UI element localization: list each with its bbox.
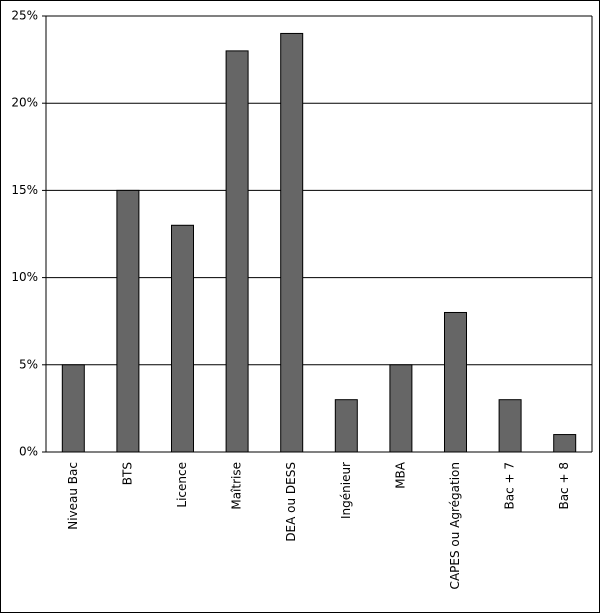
- bar: [280, 32, 304, 453]
- x-tick-label: BTS: [120, 462, 134, 485]
- x-tick-label: Bac + 8: [557, 462, 571, 510]
- x-tick-label: Niveau Bac: [66, 462, 80, 530]
- bar: [553, 434, 577, 453]
- x-tick-label: MBA: [393, 461, 407, 489]
- bar: [61, 364, 85, 453]
- x-tick-label: Bac + 7: [503, 462, 517, 510]
- bar: [225, 50, 249, 453]
- x-tick-label: Ingénieur: [339, 462, 353, 519]
- x-tick-label: Maîtrise: [230, 462, 244, 510]
- y-tick-label: 25%: [11, 9, 38, 23]
- bar: [334, 399, 358, 453]
- y-tick-label: 5%: [19, 357, 38, 371]
- bar: [389, 364, 413, 453]
- x-tick-label: CAPES ou Agrégation: [448, 462, 462, 589]
- bar: [171, 224, 194, 453]
- bar: [116, 189, 140, 453]
- bar: [444, 311, 467, 453]
- x-tick-label: Licence: [175, 462, 189, 508]
- y-tick-label: 10%: [11, 270, 38, 284]
- x-tick-label: DEA ou DESS: [284, 462, 298, 542]
- bar: [498, 399, 522, 453]
- y-tick-label: 0%: [19, 445, 38, 459]
- y-tick-label: 15%: [11, 183, 38, 197]
- y-tick-label: 20%: [11, 96, 38, 110]
